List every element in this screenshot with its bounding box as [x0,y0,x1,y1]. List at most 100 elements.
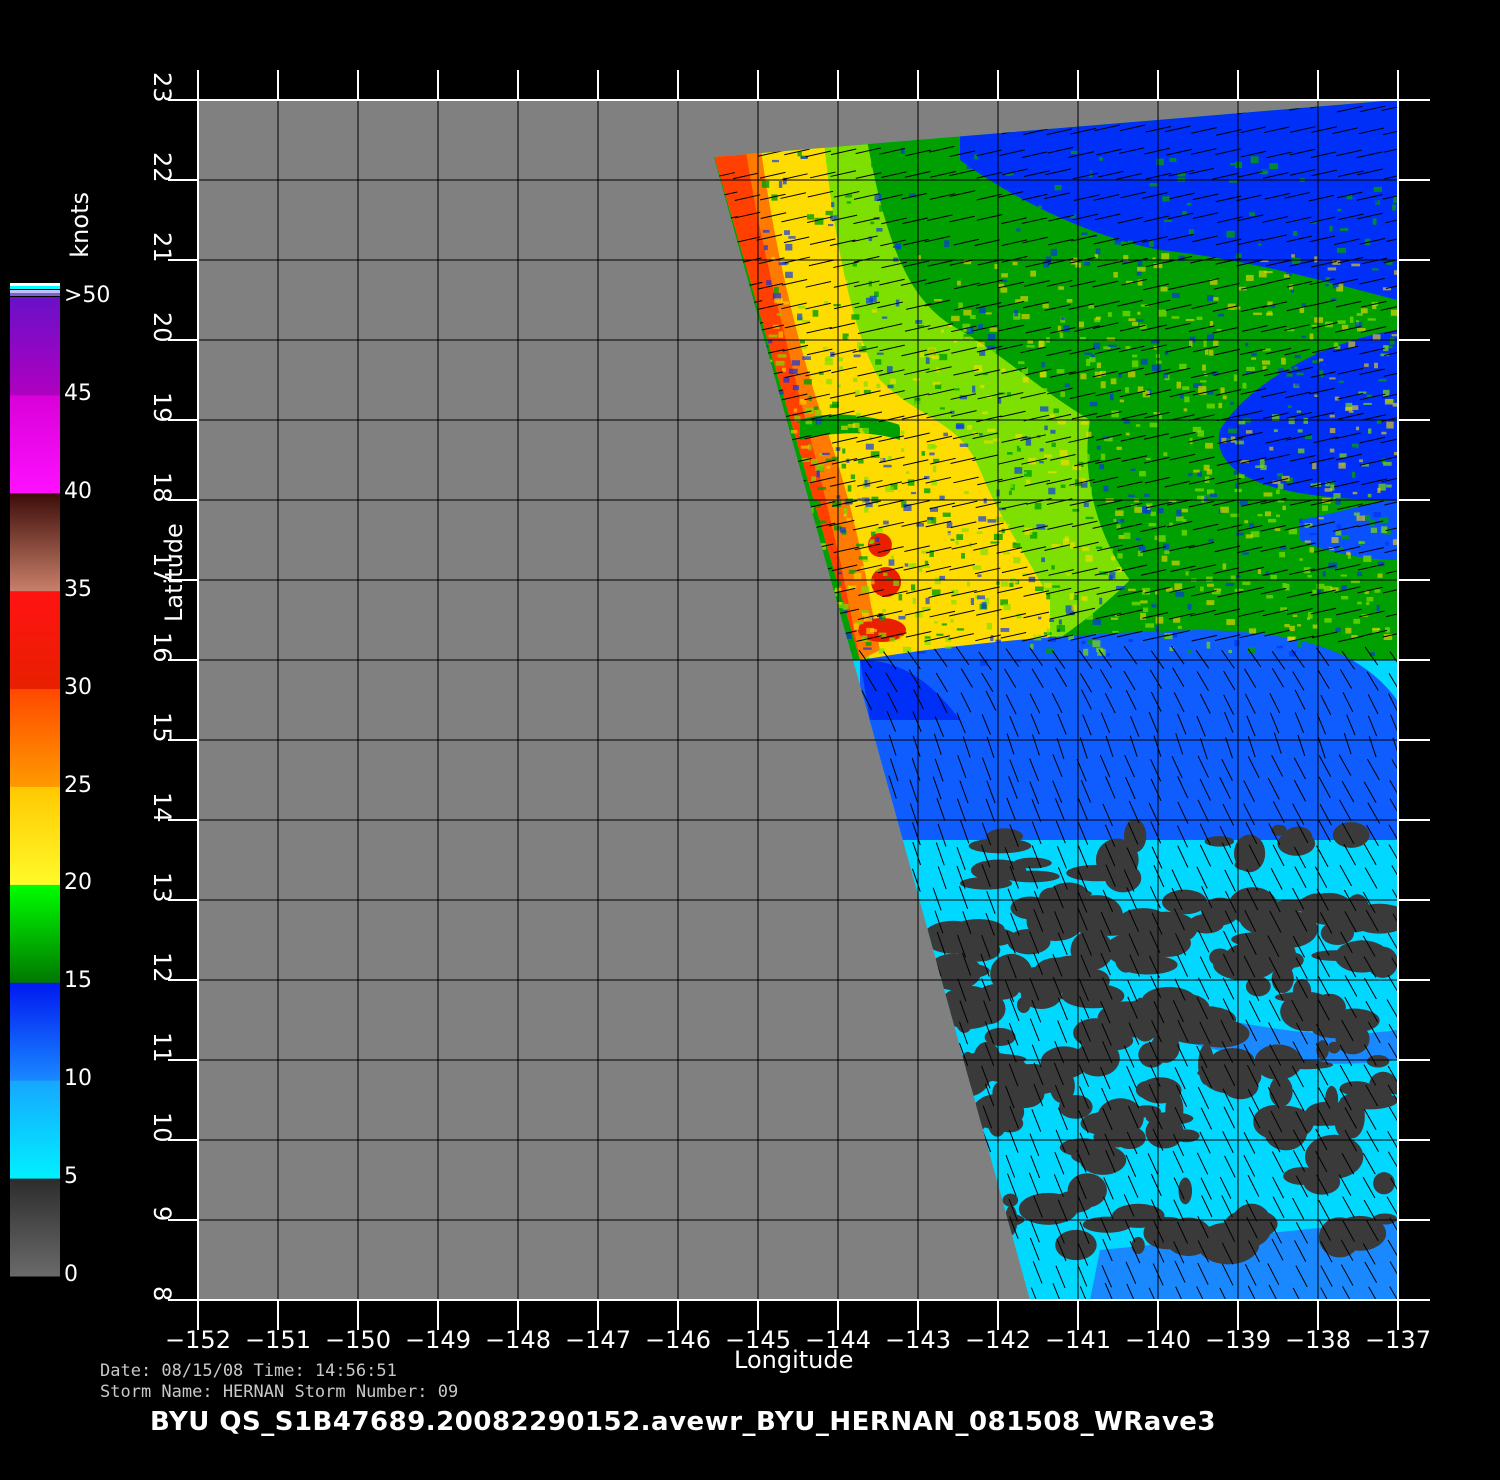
speckle [1082,582,1092,586]
speckle [876,383,881,388]
wind-barb [1171,756,1183,779]
speckle [812,287,818,290]
wind-barb [1389,1286,1397,1300]
wind-barb [1056,1238,1067,1262]
wind-barb [1294,712,1305,733]
speckle [1386,421,1394,429]
wind-barb [889,758,899,782]
speckle [951,315,960,322]
wind-barb [1338,754,1352,776]
speckle [1307,612,1313,619]
speckle [894,361,900,366]
speckle [1157,507,1164,514]
speckle [921,607,931,610]
wind-barb [1356,194,1383,201]
speckle [989,327,998,332]
speckle [1037,335,1043,342]
wind-barb [833,261,859,269]
speckle [1190,391,1200,396]
speckle [1320,265,1329,272]
speckle [893,580,899,586]
wind-barb [1080,954,1091,978]
wind-barb [1070,280,1096,288]
speckle [1250,531,1260,538]
wind-barb [1054,798,1065,821]
wind-barb [1101,1087,1112,1111]
wind-barb [828,519,855,527]
wind-barb [1388,673,1397,693]
wind-barb [912,822,921,846]
speckle [1241,323,1248,331]
wind-barb [981,934,991,958]
wind-barb [1045,168,1072,176]
speckle [1271,414,1280,421]
wind-barb [1054,1151,1065,1175]
wind-barb [1290,454,1316,462]
speckle [1161,555,1168,562]
speckle [1023,470,1032,477]
speckle [1292,231,1298,236]
speckle [1081,163,1089,166]
speckle [1136,270,1142,276]
wind-barb [1311,169,1337,177]
low-wind-patch [1061,983,1125,1009]
speckle [898,594,903,601]
speckle [928,394,933,400]
speckle [1179,363,1187,370]
wind-barb [1150,691,1162,712]
wind-barb [781,393,808,401]
wind-barb [876,323,903,330]
wind-barb [1141,324,1167,332]
wind-barb [805,369,831,377]
wind-barb [1271,1151,1284,1174]
speckle [1089,269,1099,272]
wind-barb [1386,999,1397,1021]
speckle [983,498,987,504]
colorbar [10,283,60,1277]
speckle [844,280,848,284]
wind-barb [997,392,1024,399]
speckle [944,645,952,649]
wind-barb [1125,776,1136,800]
wind-barb [1365,1219,1379,1242]
wind-barb [1054,911,1065,934]
y-tick-label: 11 [148,1032,176,1063]
wind-barb [1247,648,1262,668]
speckle [1163,219,1173,222]
wind-barb [782,173,808,180]
wind-barb [1359,436,1386,444]
wind-barb [1077,908,1088,931]
wind-barb [1079,673,1093,693]
speckle [878,632,887,638]
wind-barb [1092,370,1119,378]
speckle [1390,309,1397,316]
wind-barb [1286,304,1313,312]
speckle [985,312,992,315]
wind-barb [1333,525,1359,532]
wind-barb [1288,635,1315,643]
wind-barb [1093,194,1120,201]
speckle [924,560,929,565]
wind-barb [1265,259,1292,267]
speckle [1137,386,1144,392]
speckle [1156,360,1162,364]
wind-barb [1224,1155,1236,1178]
speckle [1048,487,1056,495]
speckle [977,574,982,577]
wind-barb [1033,1195,1043,1218]
wind-barb [1367,758,1380,781]
speckle [793,408,798,413]
speckle [1006,451,1013,455]
speckle [1110,617,1119,620]
speckle [1211,313,1216,316]
speckle [776,313,783,316]
wind-barb [853,193,880,200]
wind-barb [1082,714,1092,736]
wind-barb [1052,976,1063,1000]
speckle [1066,390,1071,396]
speckle [930,635,937,642]
speckle [806,326,816,332]
speckle [1018,444,1028,449]
wind-barb [926,366,952,373]
wind-barb [1199,844,1212,867]
